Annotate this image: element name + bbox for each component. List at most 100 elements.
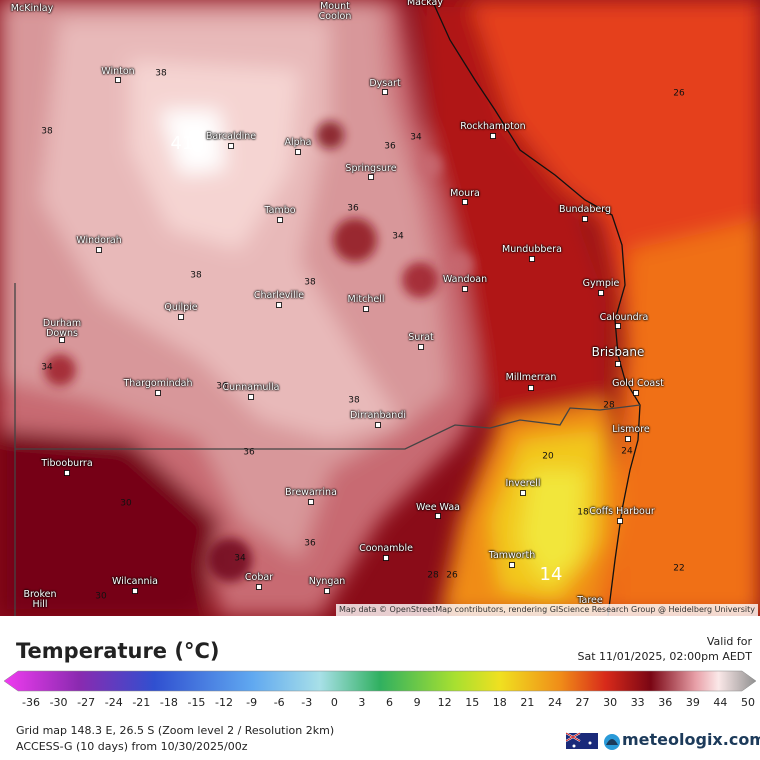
- place-dot: [529, 256, 535, 262]
- place-label: Gold Coast: [612, 378, 664, 389]
- place-label: Brewarrina: [285, 487, 337, 498]
- scale-tick-label: -3: [301, 696, 313, 709]
- place-label: Tambo: [264, 205, 296, 216]
- scale-tick-label: 18: [492, 696, 507, 709]
- place-label: Rockhampton: [460, 121, 526, 132]
- place-dot: [324, 588, 330, 594]
- place-dot: [256, 584, 262, 590]
- contour-label: 14: [540, 564, 563, 585]
- place-label: Barcaldine: [205, 131, 257, 142]
- place-label: Inverell: [505, 478, 541, 489]
- place-dot: [368, 174, 374, 180]
- place-dot: [96, 247, 102, 253]
- scale-tick-label: 15: [465, 696, 480, 709]
- scale-tick-label: -12: [215, 696, 234, 709]
- contour-label: 30: [120, 499, 132, 509]
- scale-tick-label: 30: [603, 696, 618, 709]
- contour-label: 28: [427, 571, 439, 581]
- scale-tick-label: -21: [132, 696, 151, 709]
- place-label: Wilcannia: [111, 576, 159, 587]
- place-dot: [155, 390, 161, 396]
- contour-label: 38: [155, 69, 167, 79]
- place-dot: [383, 555, 389, 561]
- place-dot: [276, 302, 282, 308]
- contour-label: 22: [673, 564, 684, 574]
- place-label: Dysart: [369, 78, 401, 89]
- place-label: Mackay: [406, 0, 444, 8]
- scale-tick-label: 3: [358, 696, 366, 709]
- scale-tick-label: 9: [413, 696, 421, 709]
- place-dot: [598, 290, 604, 296]
- contour-label: 36: [384, 142, 396, 152]
- scale-tick-label: 21: [520, 696, 535, 709]
- place-label: Winton: [101, 66, 135, 77]
- place-dot: [462, 199, 468, 205]
- contour-label: 20: [542, 452, 554, 462]
- scale-tick-label: 0: [330, 696, 338, 709]
- attribution: Map data © OpenStreetMap contributors, r…: [336, 604, 758, 616]
- place-label: Taree: [577, 595, 603, 606]
- contour-label: 38: [304, 278, 316, 288]
- scale-tick-label: 24: [547, 696, 562, 709]
- place-label: Cobar: [244, 572, 274, 583]
- valid-time: Sat 11/01/2025, 02:00pm AEDT: [577, 650, 753, 663]
- place-label: Mitchell: [347, 294, 385, 305]
- place-label: Quilpie: [164, 302, 198, 313]
- contour-label: 34: [410, 133, 422, 143]
- scale-tick-label: -27: [77, 696, 96, 709]
- place-label: Tamworth: [488, 550, 536, 561]
- place-label: McKinlay: [10, 3, 54, 14]
- contour-label: 34: [234, 554, 246, 564]
- place-dot: [178, 314, 184, 320]
- place-dot: [582, 216, 588, 222]
- place-label: Millmerran: [505, 372, 557, 383]
- model-info: ACCESS-G (10 days) from 10/30/2025/00z: [16, 740, 248, 753]
- place-dot: [615, 323, 621, 329]
- place-dot: [228, 143, 234, 149]
- contour-label: 26: [446, 571, 458, 581]
- contour-label: 36: [216, 382, 228, 392]
- place-dot: [115, 77, 121, 83]
- place-dot: [277, 217, 283, 223]
- contour-label: 24: [621, 447, 633, 457]
- contour-label: 28: [603, 401, 615, 411]
- scale-tick-label: -15: [187, 696, 206, 709]
- contour-label: 18: [577, 508, 589, 518]
- scale-tick-label: 39: [685, 696, 700, 709]
- place-dot: [625, 436, 631, 442]
- scale-tick-label: 36: [658, 696, 673, 709]
- scale-tick-label: -24: [104, 696, 123, 709]
- state-border: [14, 283, 641, 616]
- place-label: Mundubbera: [502, 244, 562, 255]
- place-label: Tibooburra: [41, 458, 93, 469]
- place-dot: [375, 422, 381, 428]
- place-dot: [382, 89, 388, 95]
- place-label: Windorah: [76, 235, 122, 246]
- place-label: Caloundra: [599, 312, 649, 323]
- place-dot: [462, 286, 468, 292]
- coastline: [431, 0, 641, 616]
- place-label: Dirranbandi: [350, 410, 406, 421]
- color-scale: [4, 670, 756, 692]
- place-label: Bundaberg: [558, 204, 612, 215]
- place-dot: [509, 562, 515, 568]
- grid-info: Grid map 148.3 E, 26.5 S (Zoom level 2 /…: [16, 724, 335, 737]
- scale-tick-label: 6: [386, 696, 393, 709]
- place-dot: [615, 361, 621, 367]
- contour-label: 36: [304, 539, 316, 549]
- place-dot: [633, 390, 639, 396]
- contour-label: 30: [95, 592, 107, 602]
- logo-icons: [566, 732, 620, 750]
- contour-label: 38: [41, 127, 53, 137]
- place-dot: [520, 490, 526, 496]
- place-label: Alpha: [284, 137, 312, 148]
- valid-label: Valid for: [706, 635, 752, 648]
- place-label: Wee Waa: [416, 502, 460, 513]
- place-dot: [59, 337, 65, 343]
- place-label: Mount Coolon: [318, 1, 352, 22]
- place-label: Gympie: [582, 278, 620, 289]
- place-dot: [490, 133, 496, 139]
- place-label: Moura: [450, 188, 480, 199]
- place-dot: [132, 588, 138, 594]
- place-label: Coffs Harbour: [589, 506, 655, 517]
